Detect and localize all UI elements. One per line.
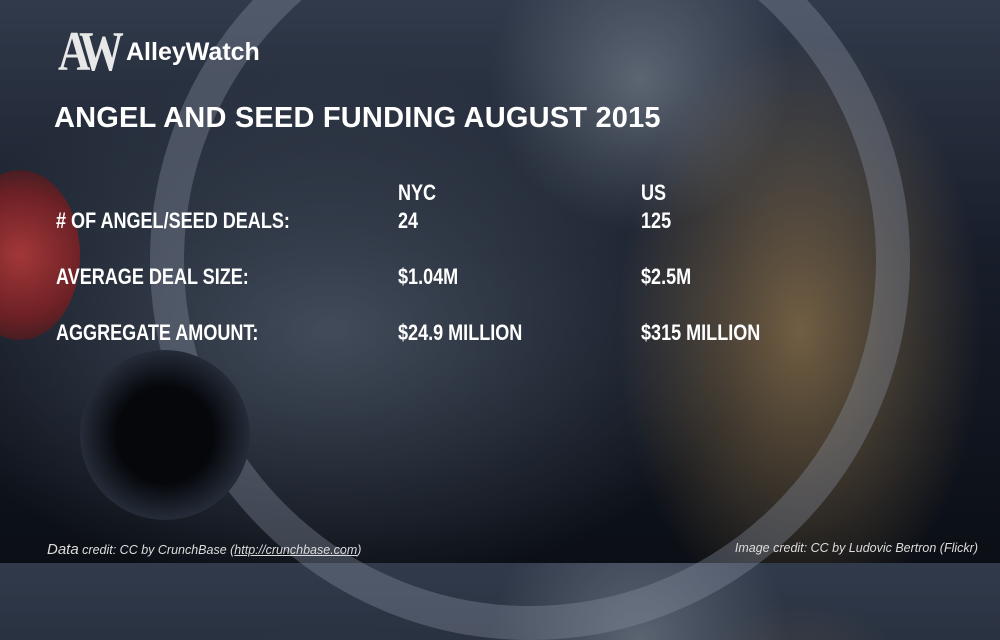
logo-mark: AW — [58, 21, 124, 83]
data-credit: Data credit: CC by CrunchBase (http://cr… — [47, 541, 362, 558]
background-photo-badge — [0, 170, 80, 340]
row-label-aggregate: Aggregate Amount: — [56, 320, 259, 345]
crunchbase-link[interactable]: http://crunchbase.com — [234, 543, 358, 557]
row-label-avg-deal: Average Deal Size: — [56, 264, 249, 289]
logo-text: AlleyWatch — [126, 37, 260, 66]
us-deals-value: 125 — [641, 208, 672, 233]
nyc-aggregate-value: $24.9 Million — [398, 320, 523, 345]
nyc-avg-deal-value: $1.04M — [398, 264, 459, 289]
us-avg-deal-value: $2.5M — [641, 264, 692, 289]
page-title: ANGEL AND SEED FUNDING AUGUST 2015 — [54, 102, 661, 134]
row-label-deals: # of Angel/Seed Deals: — [56, 208, 290, 233]
us-aggregate-value: $315 Million — [641, 320, 761, 345]
nyc-deals-value: 24 — [398, 208, 419, 233]
image-credit: Image credit: CC by Ludovic Bertron (Fli… — [734, 541, 978, 555]
background-photo-lens — [80, 350, 250, 520]
column-header-us: US — [641, 180, 667, 205]
alleywatch-logo: AW AlleyWatch — [58, 24, 260, 80]
column-header-nyc: NYC — [398, 180, 437, 205]
